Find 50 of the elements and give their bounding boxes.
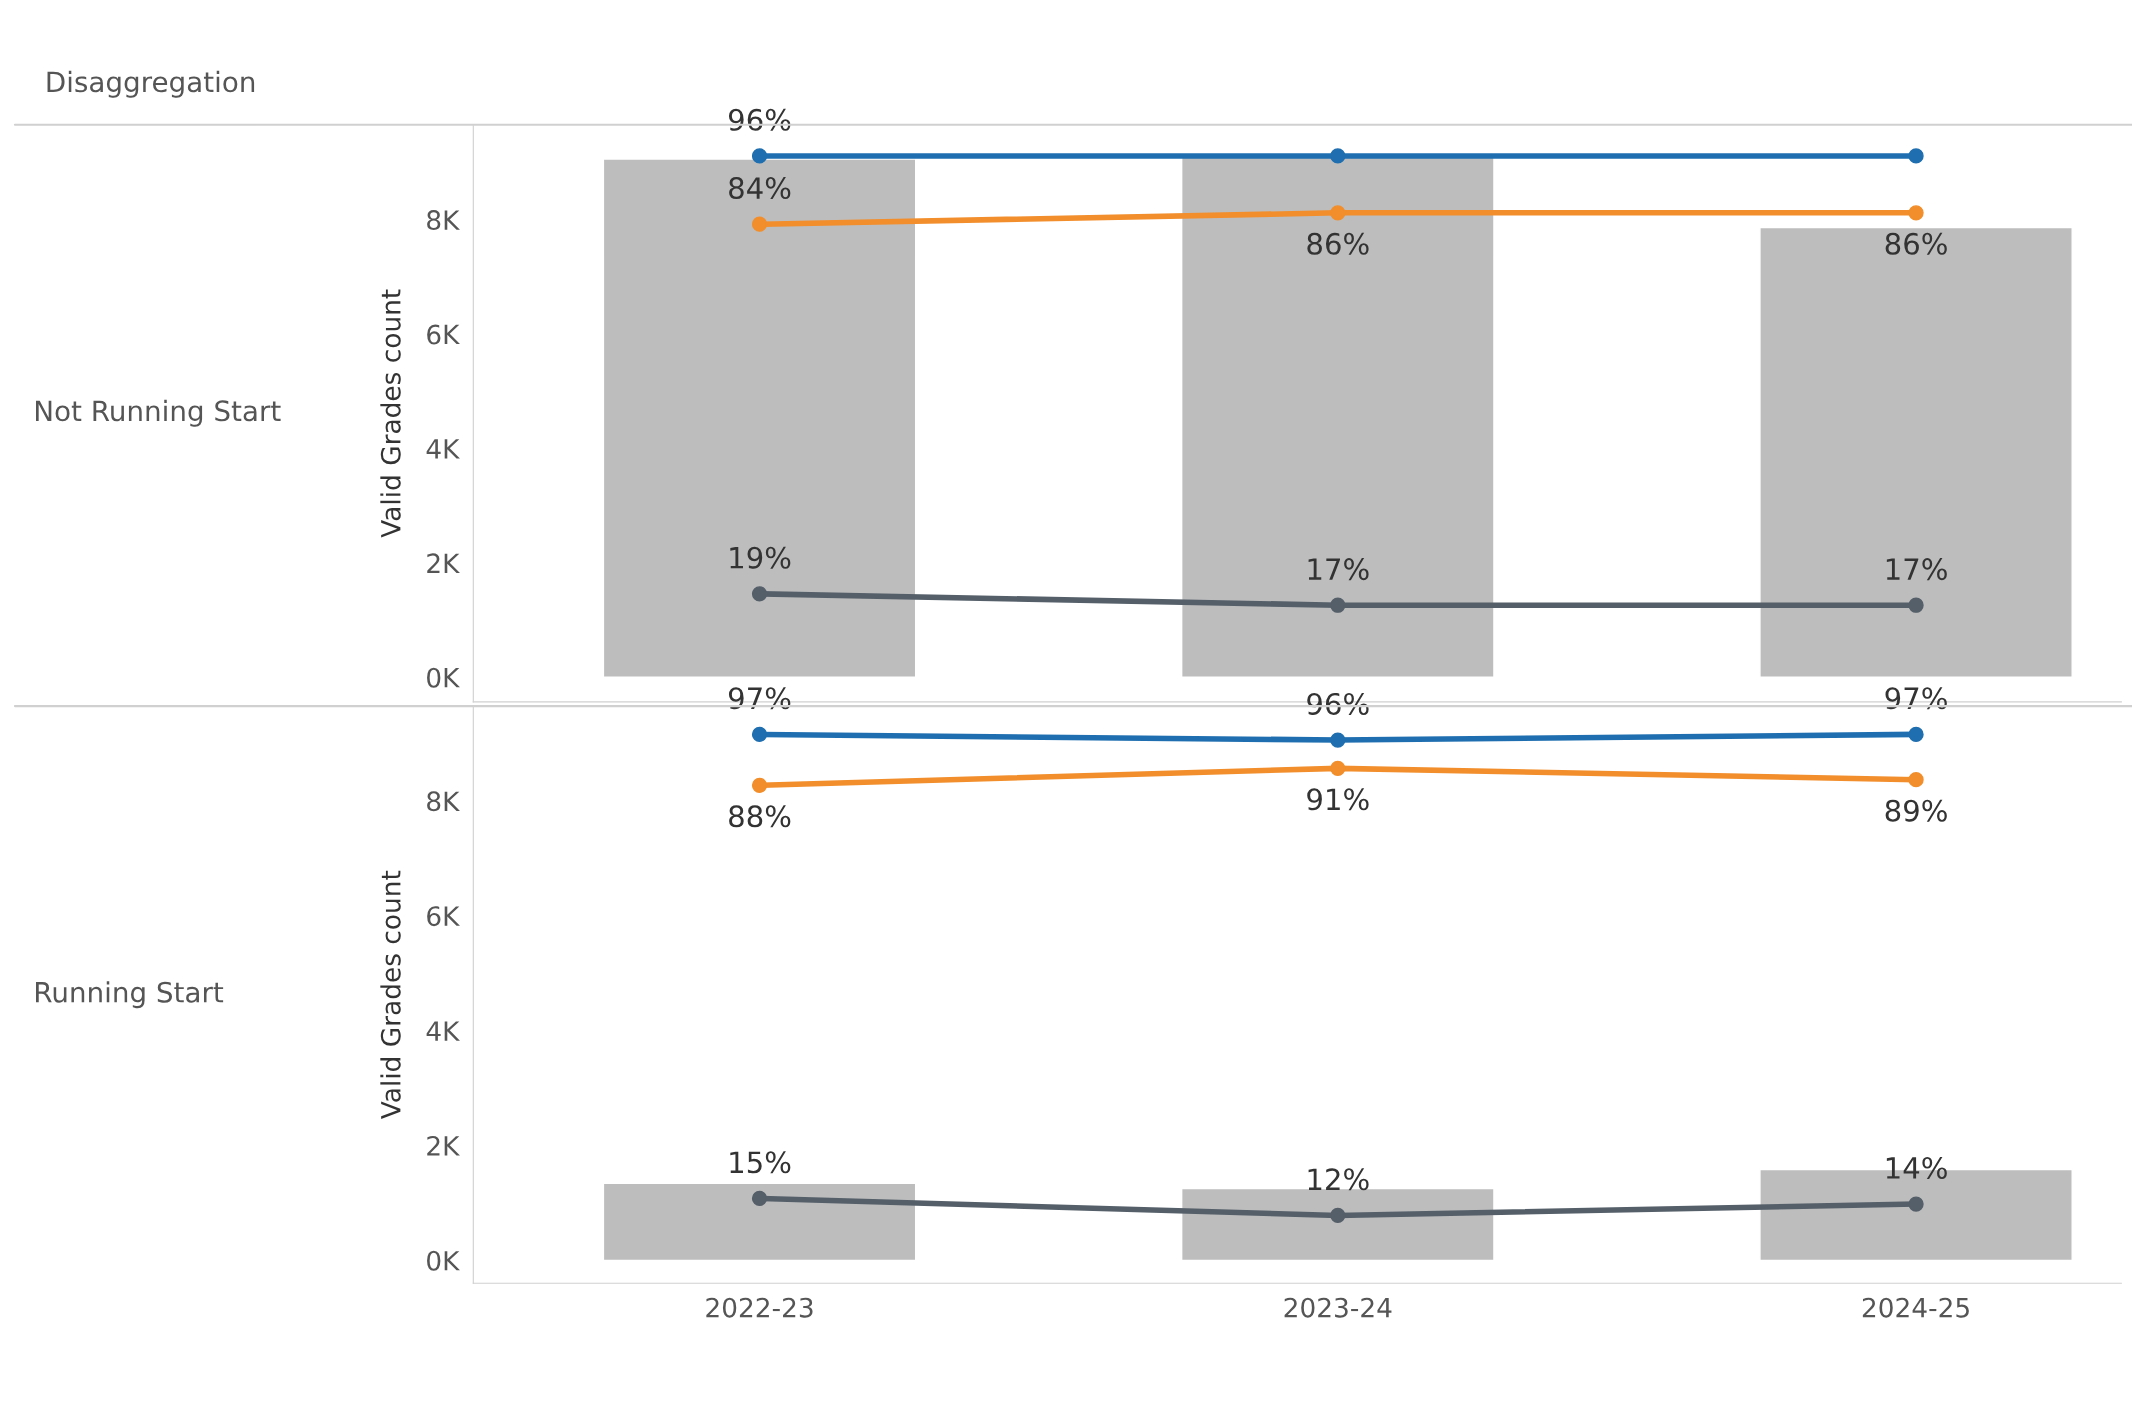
- y-tick-label: 4K: [426, 439, 460, 459]
- data-label: 86%: [1885, 232, 1947, 255]
- text: Not Running Start: [36, 399, 281, 427]
- point: [1330, 1207, 1346, 1224]
- data-label: 86%: [1307, 232, 1369, 255]
- text: Disaggregation: [47, 70, 255, 98]
- y-tick-label: 8K: [427, 791, 460, 812]
- data-label: 14%: [1886, 1156, 1947, 1179]
- data-label: 17%: [1886, 558, 1947, 581]
- y-tick-label: 8K: [427, 210, 460, 231]
- y-tick-label: 0K: [427, 1250, 460, 1271]
- data-label: 91%: [1307, 788, 1369, 811]
- point: [751, 216, 768, 232]
- x-tick-label: 2023-24: [1284, 1297, 1392, 1318]
- point: [1908, 726, 1924, 743]
- point: [751, 777, 768, 793]
- point: [1330, 597, 1346, 613]
- data-label: 17%: [1308, 558, 1369, 581]
- point: [1330, 760, 1346, 776]
- point: [1908, 205, 1924, 221]
- point: [751, 586, 768, 602]
- point: [1908, 1196, 1924, 1212]
- bar: [602, 1182, 917, 1262]
- point: [1908, 772, 1924, 788]
- y-axis-title: Valid Grades count: [380, 870, 401, 1120]
- point: [751, 726, 768, 743]
- y-tick-label: 2K: [427, 1135, 460, 1156]
- point: [751, 148, 768, 164]
- point: [1908, 597, 1924, 613]
- x-tick-label: 2022-23: [706, 1297, 813, 1318]
- point: [1330, 148, 1346, 164]
- data-label: 12%: [1308, 1168, 1369, 1191]
- y-tick-label: 4K: [426, 1021, 460, 1041]
- data-label: 19%: [730, 546, 791, 569]
- data-label: 84%: [729, 177, 791, 200]
- y-tick-label: 0K: [427, 667, 460, 688]
- point: [1330, 732, 1346, 748]
- data-label: 96%: [728, 108, 791, 131]
- data-label: 88%: [729, 805, 791, 828]
- point: [1330, 205, 1346, 221]
- y-axis-title: Valid Grades count: [380, 289, 401, 538]
- x-tick-label: 2024-25: [1862, 1297, 1969, 1318]
- y-tick-label: 6K: [427, 906, 460, 927]
- point: [1908, 148, 1924, 164]
- text: Running Start: [36, 981, 224, 1009]
- point: [751, 1190, 768, 1207]
- data-label: 15%: [730, 1151, 791, 1174]
- y-tick-label: 2K: [427, 553, 460, 573]
- y-tick-label: 6K: [427, 324, 460, 345]
- data-label: 89%: [1885, 799, 1947, 822]
